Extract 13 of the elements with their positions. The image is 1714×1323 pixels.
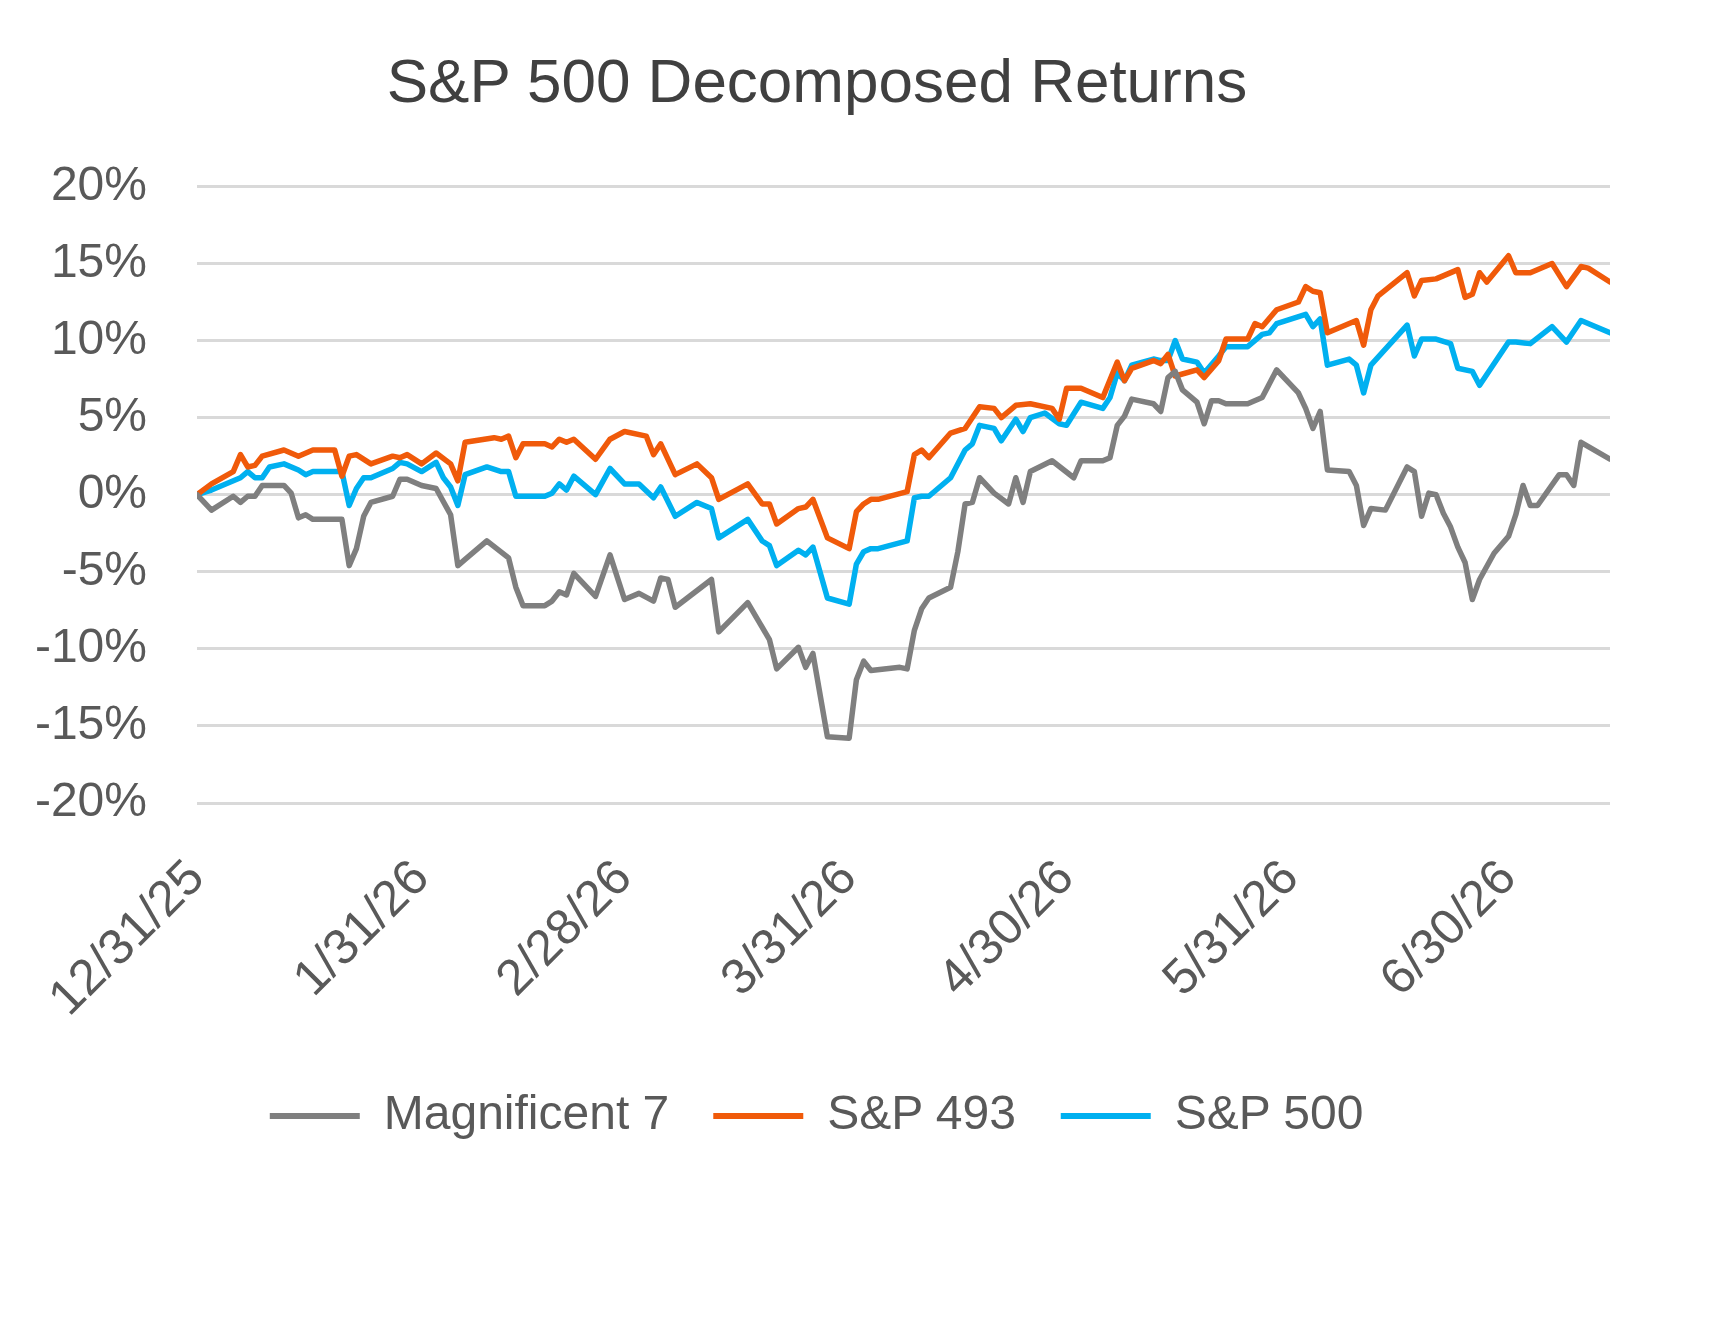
y-tick-label: 0% bbox=[77, 464, 147, 518]
y-tick-label: -20% bbox=[34, 773, 147, 827]
y-tick-label: -5% bbox=[61, 542, 147, 596]
chart-title: S&P 500 Decomposed Returns bbox=[386, 46, 1248, 116]
y-tick-label: 5% bbox=[77, 387, 147, 441]
legend-label: S&P 493 bbox=[827, 1086, 1016, 1140]
legend-label: S&P 500 bbox=[1174, 1086, 1364, 1140]
y-tick-label: -10% bbox=[34, 619, 147, 673]
legend-label: Magnificent 7 bbox=[383, 1086, 670, 1140]
y-tick-label: 20% bbox=[50, 156, 147, 210]
y-tick-label: -15% bbox=[34, 696, 147, 750]
y-tick-label: 15% bbox=[50, 233, 147, 287]
y-tick-label: 10% bbox=[50, 310, 147, 364]
